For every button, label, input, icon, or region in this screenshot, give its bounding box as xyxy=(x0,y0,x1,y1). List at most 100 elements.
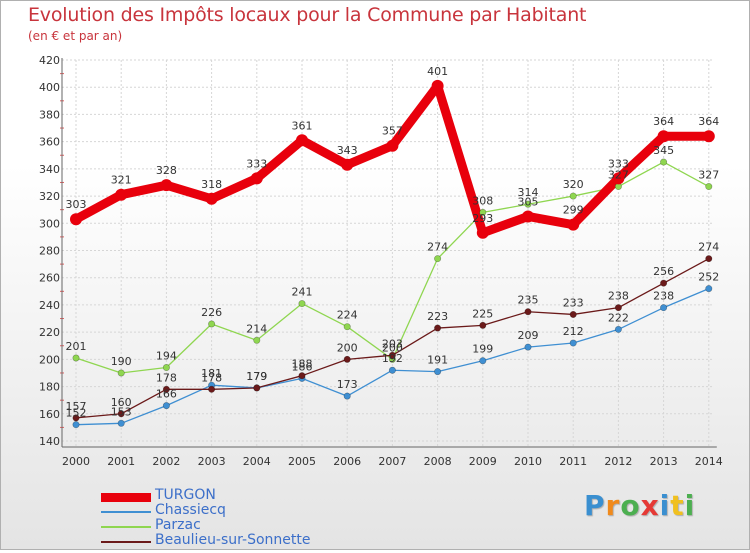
logo-letter: P xyxy=(584,489,606,522)
data-label: 345 xyxy=(653,144,674,157)
data-label: 225 xyxy=(472,307,493,320)
y-tick-label: 300 xyxy=(39,217,60,230)
data-point xyxy=(522,210,534,223)
data-label: 209 xyxy=(518,329,539,342)
data-label: 318 xyxy=(201,178,222,191)
data-point xyxy=(341,158,354,171)
data-label: 178 xyxy=(201,371,222,384)
logo-letter: t xyxy=(670,489,685,522)
x-tick-label: 2012 xyxy=(604,455,632,468)
data-point xyxy=(476,226,489,239)
data-point xyxy=(298,300,306,308)
data-point xyxy=(70,213,82,226)
logo-letter: r xyxy=(605,489,621,522)
y-tick-label: 220 xyxy=(39,326,60,339)
x-tick-label: 2011 xyxy=(559,455,587,468)
x-tick-label: 2003 xyxy=(198,455,226,468)
data-label: 226 xyxy=(201,306,222,319)
chart-subtitle: (en € et par an) xyxy=(28,29,123,43)
data-label: 201 xyxy=(66,340,87,353)
data-label: 190 xyxy=(111,355,132,368)
y-tick-label: 260 xyxy=(39,272,60,285)
legend-label-beaulieu: Beaulieu-sur-Sonnette xyxy=(155,532,311,548)
data-point xyxy=(569,339,577,347)
y-tick-label: 380 xyxy=(39,108,60,121)
data-point xyxy=(660,304,668,312)
data-label: 166 xyxy=(156,388,177,401)
data-point xyxy=(386,139,399,152)
legend-swatch-chassiecq xyxy=(101,511,151,513)
data-label: 327 xyxy=(608,169,629,182)
proxiti-logo: Proxiti xyxy=(584,489,695,522)
data-label: 181 xyxy=(201,367,222,380)
y-tick-label: 180 xyxy=(39,381,60,394)
data-point xyxy=(298,372,306,380)
data-point xyxy=(569,310,577,318)
data-point xyxy=(72,414,80,422)
data-point xyxy=(162,364,170,372)
data-point xyxy=(208,385,216,393)
data-label: 194 xyxy=(156,350,177,363)
data-label: 321 xyxy=(111,174,132,187)
data-label: 178 xyxy=(156,371,177,384)
data-point xyxy=(253,384,261,392)
data-point xyxy=(72,354,80,362)
data-point xyxy=(205,192,218,205)
y-tick-label: 400 xyxy=(39,81,60,94)
y-tick-label: 360 xyxy=(39,136,60,149)
data-label: 157 xyxy=(66,400,87,413)
y-tick-label: 320 xyxy=(39,190,60,203)
data-label: 160 xyxy=(111,396,132,409)
data-point xyxy=(117,369,125,377)
data-label: 357 xyxy=(382,125,403,138)
data-point xyxy=(343,355,351,363)
x-tick-label: 2014 xyxy=(695,455,723,468)
data-label: 238 xyxy=(653,290,674,303)
x-tick-label: 2013 xyxy=(650,455,678,468)
data-point xyxy=(705,285,713,293)
data-point xyxy=(115,188,128,201)
data-point xyxy=(434,255,442,263)
logo-letter: x xyxy=(640,489,660,522)
data-point xyxy=(479,321,487,329)
data-point xyxy=(72,421,80,429)
data-point xyxy=(524,308,532,316)
data-label: 252 xyxy=(698,271,719,284)
data-labels: 3033213283183333613433574012933052993333… xyxy=(66,65,720,420)
chart-title: Evolution des Impôts locaux pour la Comm… xyxy=(28,4,587,26)
data-label: 152 xyxy=(66,407,87,420)
data-point xyxy=(660,158,668,166)
data-point xyxy=(388,351,396,359)
data-point xyxy=(253,336,261,344)
y-tick-label: 340 xyxy=(39,163,60,176)
data-point xyxy=(705,183,713,191)
data-label: 274 xyxy=(698,241,719,254)
data-label: 192 xyxy=(382,352,403,365)
legend-label-parzac: Parzac xyxy=(155,517,201,533)
data-label: 214 xyxy=(246,322,267,335)
data-label: 299 xyxy=(563,204,584,217)
data-label: 293 xyxy=(472,212,493,225)
data-label: 256 xyxy=(653,265,674,278)
data-label: 188 xyxy=(292,358,313,371)
y-tick-label: 420 xyxy=(39,54,60,67)
logo-letter: i xyxy=(659,489,671,522)
x-tick-label: 2001 xyxy=(107,455,135,468)
data-point xyxy=(117,419,125,427)
data-label: 224 xyxy=(337,309,358,322)
data-point xyxy=(296,134,308,147)
y-tick-label: 200 xyxy=(39,353,60,366)
x-tick-label: 2000 xyxy=(62,455,90,468)
data-label: 328 xyxy=(156,164,177,177)
data-point xyxy=(479,357,487,365)
data-label: 233 xyxy=(563,296,584,309)
y-tick-label: 280 xyxy=(39,245,60,258)
x-tick-label: 2005 xyxy=(288,455,316,468)
data-point xyxy=(612,172,625,185)
data-label: 303 xyxy=(66,198,87,211)
data-label: 308 xyxy=(472,194,493,207)
legend-swatch-parzac xyxy=(101,526,151,528)
x-tick-label: 2008 xyxy=(424,455,452,468)
data-point xyxy=(479,208,487,216)
